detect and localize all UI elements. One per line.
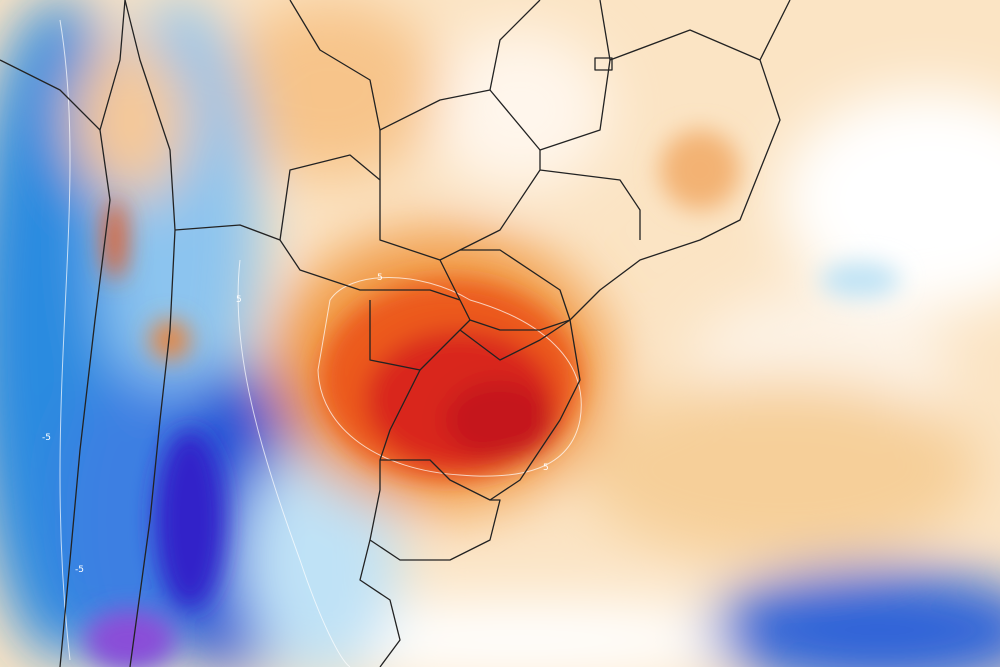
border	[439, 150, 641, 261]
border	[289, 0, 541, 131]
border	[174, 224, 461, 301]
contour-line	[237, 259, 351, 667]
contour-label: 5	[543, 463, 549, 473]
border	[459, 249, 571, 331]
contour-label: -5	[42, 433, 51, 443]
contour-label: -5	[75, 565, 84, 575]
borders	[0, 0, 791, 667]
border	[59, 129, 111, 667]
border	[359, 539, 401, 667]
border	[459, 319, 581, 501]
border	[124, 0, 176, 667]
contour-label: 5	[377, 273, 383, 283]
contour-label: 5	[236, 295, 242, 305]
border	[569, 0, 791, 321]
border	[379, 0, 611, 180]
contour-line	[317, 277, 582, 477]
border	[369, 369, 501, 561]
border	[594, 57, 613, 71]
